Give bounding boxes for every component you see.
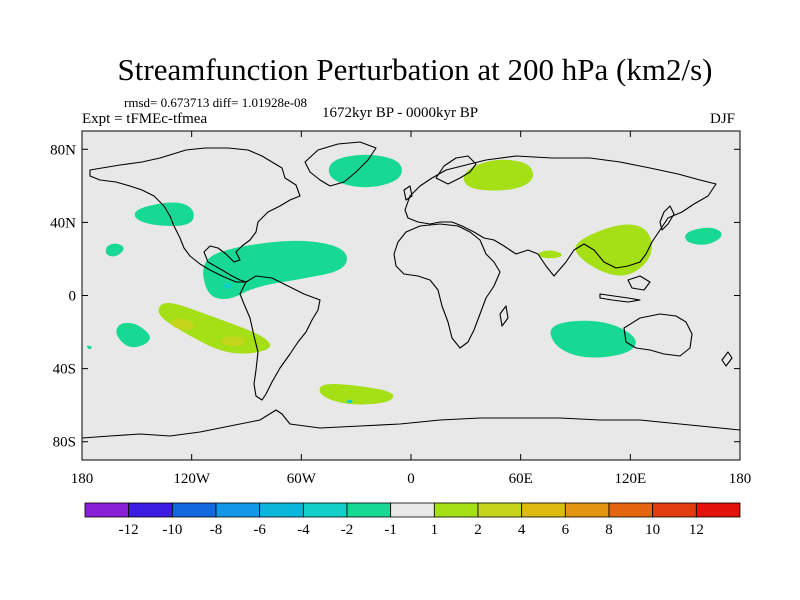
colorbar-label: -10 (162, 522, 182, 538)
anomaly-south-pacific-west (116, 322, 150, 348)
colorbar-label: 10 (645, 522, 660, 538)
x-tick-label: 120W (173, 471, 211, 487)
colorbar-swatch (652, 502, 697, 518)
colorbar-swatch (608, 502, 654, 518)
anomaly-hawaii (105, 243, 124, 257)
colorbar-label: 8 (605, 522, 613, 538)
colorbar-swatch (695, 502, 741, 518)
colorbar-swatch (390, 502, 435, 518)
y-tick-label: 40N (50, 215, 76, 231)
anomaly-south-atlantic (319, 383, 394, 405)
colorbar-swatch (433, 502, 479, 518)
y-tick-label: 80N (50, 142, 76, 158)
anomaly-south-atlantic-small (347, 399, 353, 404)
x-tick-label: 60E (509, 471, 533, 487)
anomaly-siberia (463, 159, 534, 191)
coastlines (81, 141, 741, 439)
map-background (82, 131, 740, 460)
x-tick-label: 0 (407, 471, 415, 487)
colorbar-label: 4 (518, 522, 526, 538)
anomaly-far-south-pacific (86, 345, 92, 350)
colorbar-swatch (84, 502, 130, 518)
period-label: 1672kyr BP - 0000kyr BP (322, 105, 479, 121)
anomaly-north-pacific-east (685, 227, 722, 245)
colorbar-label: 1 (431, 522, 439, 538)
anomaly-east-asia (575, 224, 652, 276)
x-tick-label: 180 (71, 471, 94, 487)
colorbar-swatch (477, 502, 523, 518)
x-tick-label: 180 (729, 471, 752, 487)
colorbar: -12 -10 -8 -6 -4 -2 -1 1 2 4 6 8 10 12 (84, 502, 741, 538)
colorbar-swatch (259, 502, 304, 518)
colorbar-swatch (564, 502, 610, 518)
anomaly-regions (86, 154, 722, 405)
y-tick-label: 80S (53, 435, 76, 451)
anomaly-tropical-east-pacific (223, 283, 233, 289)
experiment-label: Expt = tFMEc-tfmea (82, 111, 208, 127)
colorbar-label: -4 (297, 522, 310, 538)
colorbar-swatch (215, 502, 261, 518)
y-tick-label: 40S (53, 362, 76, 378)
colorbar-swatch (171, 502, 217, 518)
rmsd-diff-stats: rmsd= 0.673713 diff= 1.01928e-08 (124, 95, 308, 110)
colorbar-label: 2 (474, 522, 482, 538)
x-tick-label: 60W (287, 471, 317, 487)
anomaly-north-atlantic (328, 154, 402, 188)
anomaly-caribbean-atlantic (203, 240, 347, 299)
colorbar-label: -2 (341, 522, 354, 538)
season-label: DJF (710, 111, 736, 127)
colorbar-label: 12 (689, 522, 704, 538)
colorbar-label: -6 (253, 522, 266, 538)
colorbar-label: -12 (119, 522, 139, 538)
y-tick-label: 0 (69, 289, 77, 305)
colorbar-label: -1 (384, 522, 397, 538)
colorbar-label: -8 (210, 522, 223, 538)
axes: 180 120W 60W 0 60E 120E 180 80N 40N 0 40S 80S (50, 131, 751, 487)
anomaly-north-pacific (134, 202, 194, 226)
colorbar-swatch (521, 502, 566, 518)
anomaly-arabian-sea (538, 250, 562, 259)
anomaly-south-pacific-max2 (221, 336, 245, 346)
anomaly-indian-ocean (550, 320, 636, 358)
colorbar-swatch (302, 502, 348, 518)
anomaly-south-pacific-max1 (171, 318, 194, 331)
colorbar-label: 6 (562, 522, 570, 538)
colorbar-swatch (128, 502, 173, 518)
colorbar-swatch (346, 502, 392, 518)
page-title: Streamfunction Perturbation at 200 hPa (… (117, 52, 713, 87)
x-tick-label: 120E (614, 471, 646, 487)
